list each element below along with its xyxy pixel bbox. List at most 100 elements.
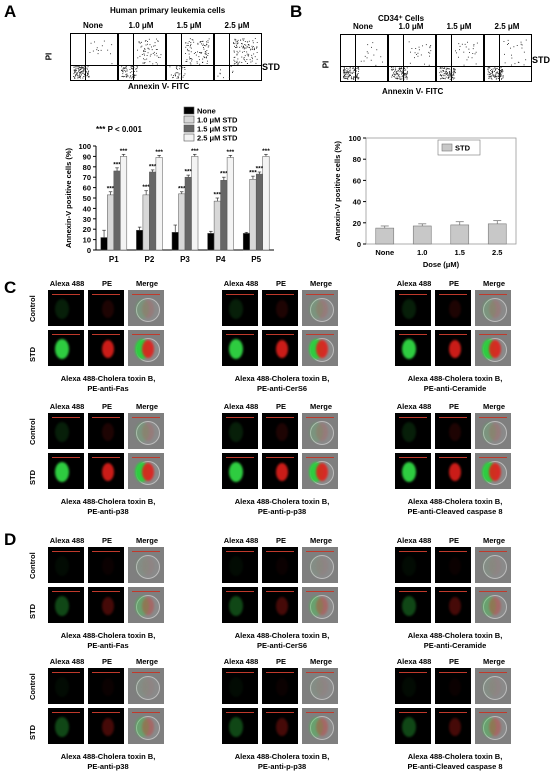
alexa488-image bbox=[222, 453, 258, 489]
panel-b-flow-plot bbox=[484, 34, 532, 82]
fluorescence-signal bbox=[55, 556, 69, 576]
significance-stars: *** bbox=[227, 149, 235, 156]
caption-line: PE-anti-Cleaved caspase 8 bbox=[407, 507, 503, 516]
scatter-dots bbox=[487, 39, 527, 80]
fluorescence-signal bbox=[135, 422, 149, 442]
scale-bar bbox=[132, 712, 160, 713]
caption-line: Alexa 488-Cholera toxin B, bbox=[407, 497, 503, 506]
fluorescence-signal bbox=[316, 340, 328, 358]
panel-c-column-header: Merge bbox=[135, 402, 159, 411]
y-tick-label: 60 bbox=[83, 184, 91, 193]
scale-bar bbox=[479, 334, 507, 335]
x-tick-label: 1.0 bbox=[417, 248, 427, 257]
significance-stars: *** bbox=[113, 161, 121, 168]
panel-d-column-header: Merge bbox=[482, 657, 506, 666]
merge-image bbox=[302, 708, 338, 744]
panel-d-caption: Alexa 488-Cholera toxin B, PE-anti-Cerami… bbox=[380, 631, 530, 651]
alexa488-image bbox=[222, 708, 258, 744]
scatter-dots bbox=[121, 38, 162, 79]
y-tick-label: 100 bbox=[348, 134, 361, 143]
bar bbox=[255, 173, 263, 251]
x-tick-label: P3 bbox=[180, 255, 190, 264]
cell-outline bbox=[310, 676, 334, 700]
significance-stars: *** bbox=[184, 169, 192, 176]
scale-bar bbox=[92, 672, 120, 673]
panel-c-column-header: PE bbox=[275, 402, 286, 411]
alexa488-image bbox=[48, 453, 84, 489]
x-axis-label: Dose (μM) bbox=[423, 260, 460, 269]
scale-bar bbox=[399, 551, 427, 552]
fluorescence-signal bbox=[309, 422, 323, 442]
caption-line: Alexa 488-Cholera toxin B, bbox=[407, 374, 503, 383]
panel-c-caption: Alexa 488-Cholera toxin B, PE-anti-p-p38 bbox=[207, 497, 357, 517]
alexa488-image bbox=[395, 547, 431, 583]
fluorescence-signal bbox=[55, 677, 69, 697]
scale-bar bbox=[306, 551, 334, 552]
pe-image bbox=[262, 453, 298, 489]
y-tick-label: 80 bbox=[83, 163, 91, 172]
bar bbox=[191, 156, 199, 251]
y-tick-label: 40 bbox=[83, 204, 91, 213]
merge-image bbox=[475, 668, 511, 704]
fluorescence-signal bbox=[55, 717, 69, 737]
scale-bar bbox=[92, 712, 120, 713]
cell-outline bbox=[136, 676, 160, 700]
bar bbox=[487, 223, 507, 245]
y-tick-label: 70 bbox=[83, 173, 91, 182]
gate-line bbox=[167, 65, 213, 67]
fluorescence-signal bbox=[142, 340, 154, 358]
y-tick-label: 0 bbox=[87, 246, 91, 255]
y-tick-label: 90 bbox=[83, 152, 91, 161]
caption-line: PE-anti-CerS6 bbox=[256, 641, 307, 650]
merge-image bbox=[302, 453, 338, 489]
y-tick-label: 100 bbox=[78, 142, 91, 151]
scale-bar bbox=[306, 591, 334, 592]
fluorescence-signal bbox=[402, 422, 416, 442]
fluorescence-signal bbox=[229, 717, 243, 737]
scatter-dots bbox=[439, 41, 478, 80]
panel-c-row-label: STD bbox=[28, 347, 37, 362]
cell-outline bbox=[483, 595, 507, 619]
fluorescence-signal bbox=[102, 557, 114, 575]
fluorescence-signal bbox=[135, 717, 149, 737]
fluorescence-signal bbox=[482, 299, 496, 319]
panel-d-column-header: PE bbox=[448, 536, 459, 545]
fluorescence-signal bbox=[489, 340, 501, 358]
scale-bar bbox=[439, 551, 467, 552]
legend-box bbox=[437, 139, 481, 156]
scale-bar bbox=[52, 417, 80, 418]
panel-d-column-header: Alexa 488 bbox=[49, 536, 85, 545]
fluorescence-signal bbox=[276, 597, 288, 615]
fluorescence-signal bbox=[102, 463, 114, 481]
significance-stars: *** bbox=[155, 149, 163, 156]
pe-image bbox=[435, 668, 471, 704]
x-tick-label: P2 bbox=[145, 255, 155, 264]
merge-image bbox=[128, 453, 164, 489]
alexa488-image bbox=[395, 708, 431, 744]
bar bbox=[412, 225, 432, 245]
pe-image bbox=[262, 668, 298, 704]
panel-a-annexin-label: Annexin V- FITC bbox=[128, 82, 190, 91]
pe-image bbox=[88, 668, 124, 704]
fluorescence-signal bbox=[489, 718, 501, 736]
panel-b-pi-label: PI bbox=[321, 60, 331, 69]
pe-image bbox=[435, 453, 471, 489]
y-tick-label: 60 bbox=[353, 176, 361, 185]
caption-line: Alexa 488-Cholera toxin B, bbox=[234, 497, 330, 506]
caption-line: PE-anti-p38 bbox=[87, 507, 129, 516]
merge-image bbox=[475, 547, 511, 583]
panel-c-column-header: PE bbox=[448, 279, 459, 288]
fluorescence-signal bbox=[142, 300, 154, 318]
panel-a-std-label: STD bbox=[262, 62, 280, 72]
panel-c-caption: Alexa 488-Cholera toxin B, PE-anti-Fas bbox=[33, 374, 183, 394]
caption-line: Alexa 488-Cholera toxin B, bbox=[60, 752, 156, 761]
bar bbox=[155, 157, 163, 251]
fluorescence-signal bbox=[55, 299, 69, 319]
fluorescence-signal bbox=[449, 300, 461, 318]
y-tick-label: 20 bbox=[353, 219, 361, 228]
legend-label: 1.0 μM STD bbox=[197, 116, 238, 125]
scale-bar bbox=[479, 591, 507, 592]
scale-bar bbox=[479, 457, 507, 458]
panel-d-column-header: Merge bbox=[482, 536, 506, 545]
